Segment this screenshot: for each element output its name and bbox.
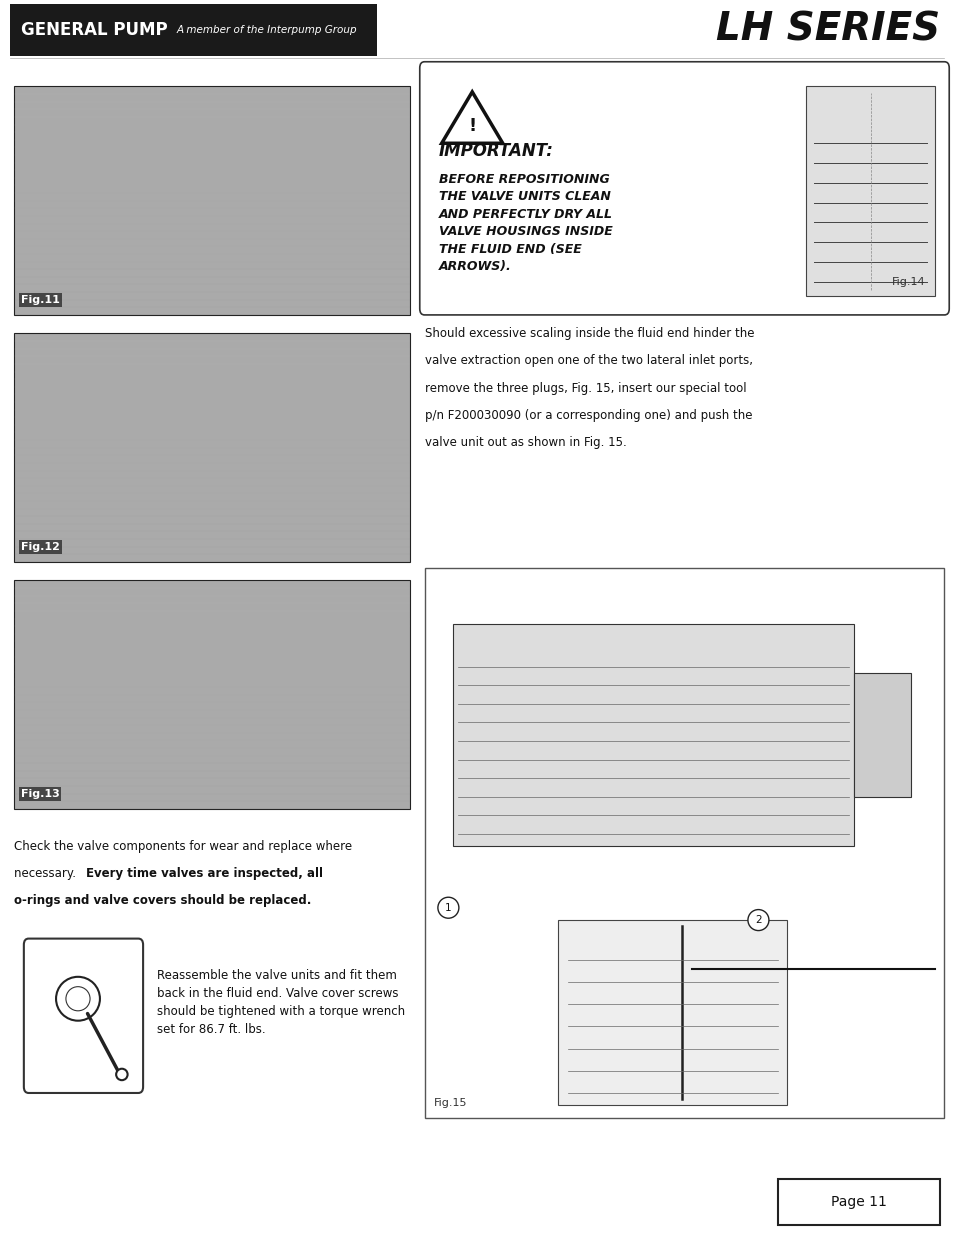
Text: Page 11: Page 11 (830, 1195, 885, 1209)
Ellipse shape (66, 987, 90, 1010)
Text: 1: 1 (445, 903, 451, 913)
Text: Reassemble the valve units and fit them
back in the fluid end. Valve cover screw: Reassemble the valve units and fit them … (157, 969, 405, 1036)
Bar (558, 920, 786, 1105)
Bar (10, 4, 376, 56)
Bar (14, 333, 410, 562)
Bar (805, 86, 934, 296)
Text: remove the three plugs, Fig. 15, insert our special tool: remove the three plugs, Fig. 15, insert … (424, 382, 745, 395)
Ellipse shape (437, 898, 458, 918)
Text: p/n F200030090 (or a corresponding one) and push the: p/n F200030090 (or a corresponding one) … (424, 409, 751, 422)
Text: Should excessive scaling inside the fluid end hinder the: Should excessive scaling inside the flui… (424, 327, 753, 341)
Text: Check the valve components for wear and replace where: Check the valve components for wear and … (14, 840, 352, 853)
Text: A member of the Interpump Group: A member of the Interpump Group (176, 25, 356, 35)
Text: Fig.11: Fig.11 (21, 295, 60, 305)
Text: valve unit out as shown in Fig. 15.: valve unit out as shown in Fig. 15. (424, 436, 625, 450)
Text: 2: 2 (755, 915, 760, 925)
Text: Fig.14: Fig.14 (891, 277, 924, 287)
Text: o-rings and valve covers should be replaced.: o-rings and valve covers should be repla… (14, 894, 312, 908)
Bar (453, 624, 853, 846)
Text: valve extraction open one of the two lateral inlet ports,: valve extraction open one of the two lat… (424, 354, 752, 368)
Text: necessary.: necessary. (14, 867, 80, 881)
Text: Fig.15: Fig.15 (434, 1098, 467, 1108)
Polygon shape (441, 91, 502, 143)
Text: GENERAL PUMP: GENERAL PUMP (21, 21, 168, 38)
Bar (777, 1179, 939, 1225)
Text: !: ! (468, 117, 476, 135)
Text: LH SERIES: LH SERIES (715, 11, 939, 48)
Text: IMPORTANT:: IMPORTANT: (438, 142, 553, 161)
Text: Fig.12: Fig.12 (21, 542, 60, 552)
Bar (14, 580, 410, 809)
Ellipse shape (56, 977, 100, 1020)
Ellipse shape (747, 910, 768, 930)
Bar (14, 86, 410, 315)
Text: Fig.13: Fig.13 (21, 789, 60, 799)
Bar (424, 568, 943, 1118)
FancyBboxPatch shape (24, 939, 143, 1093)
Text: Every time valves are inspected, all: Every time valves are inspected, all (86, 867, 322, 881)
FancyBboxPatch shape (419, 62, 948, 315)
Bar (853, 673, 910, 797)
Text: BEFORE REPOSITIONING
THE VALVE UNITS CLEAN
AND PERFECTLY DRY ALL
VALVE HOUSINGS : BEFORE REPOSITIONING THE VALVE UNITS CLE… (438, 173, 612, 273)
Ellipse shape (116, 1068, 128, 1081)
